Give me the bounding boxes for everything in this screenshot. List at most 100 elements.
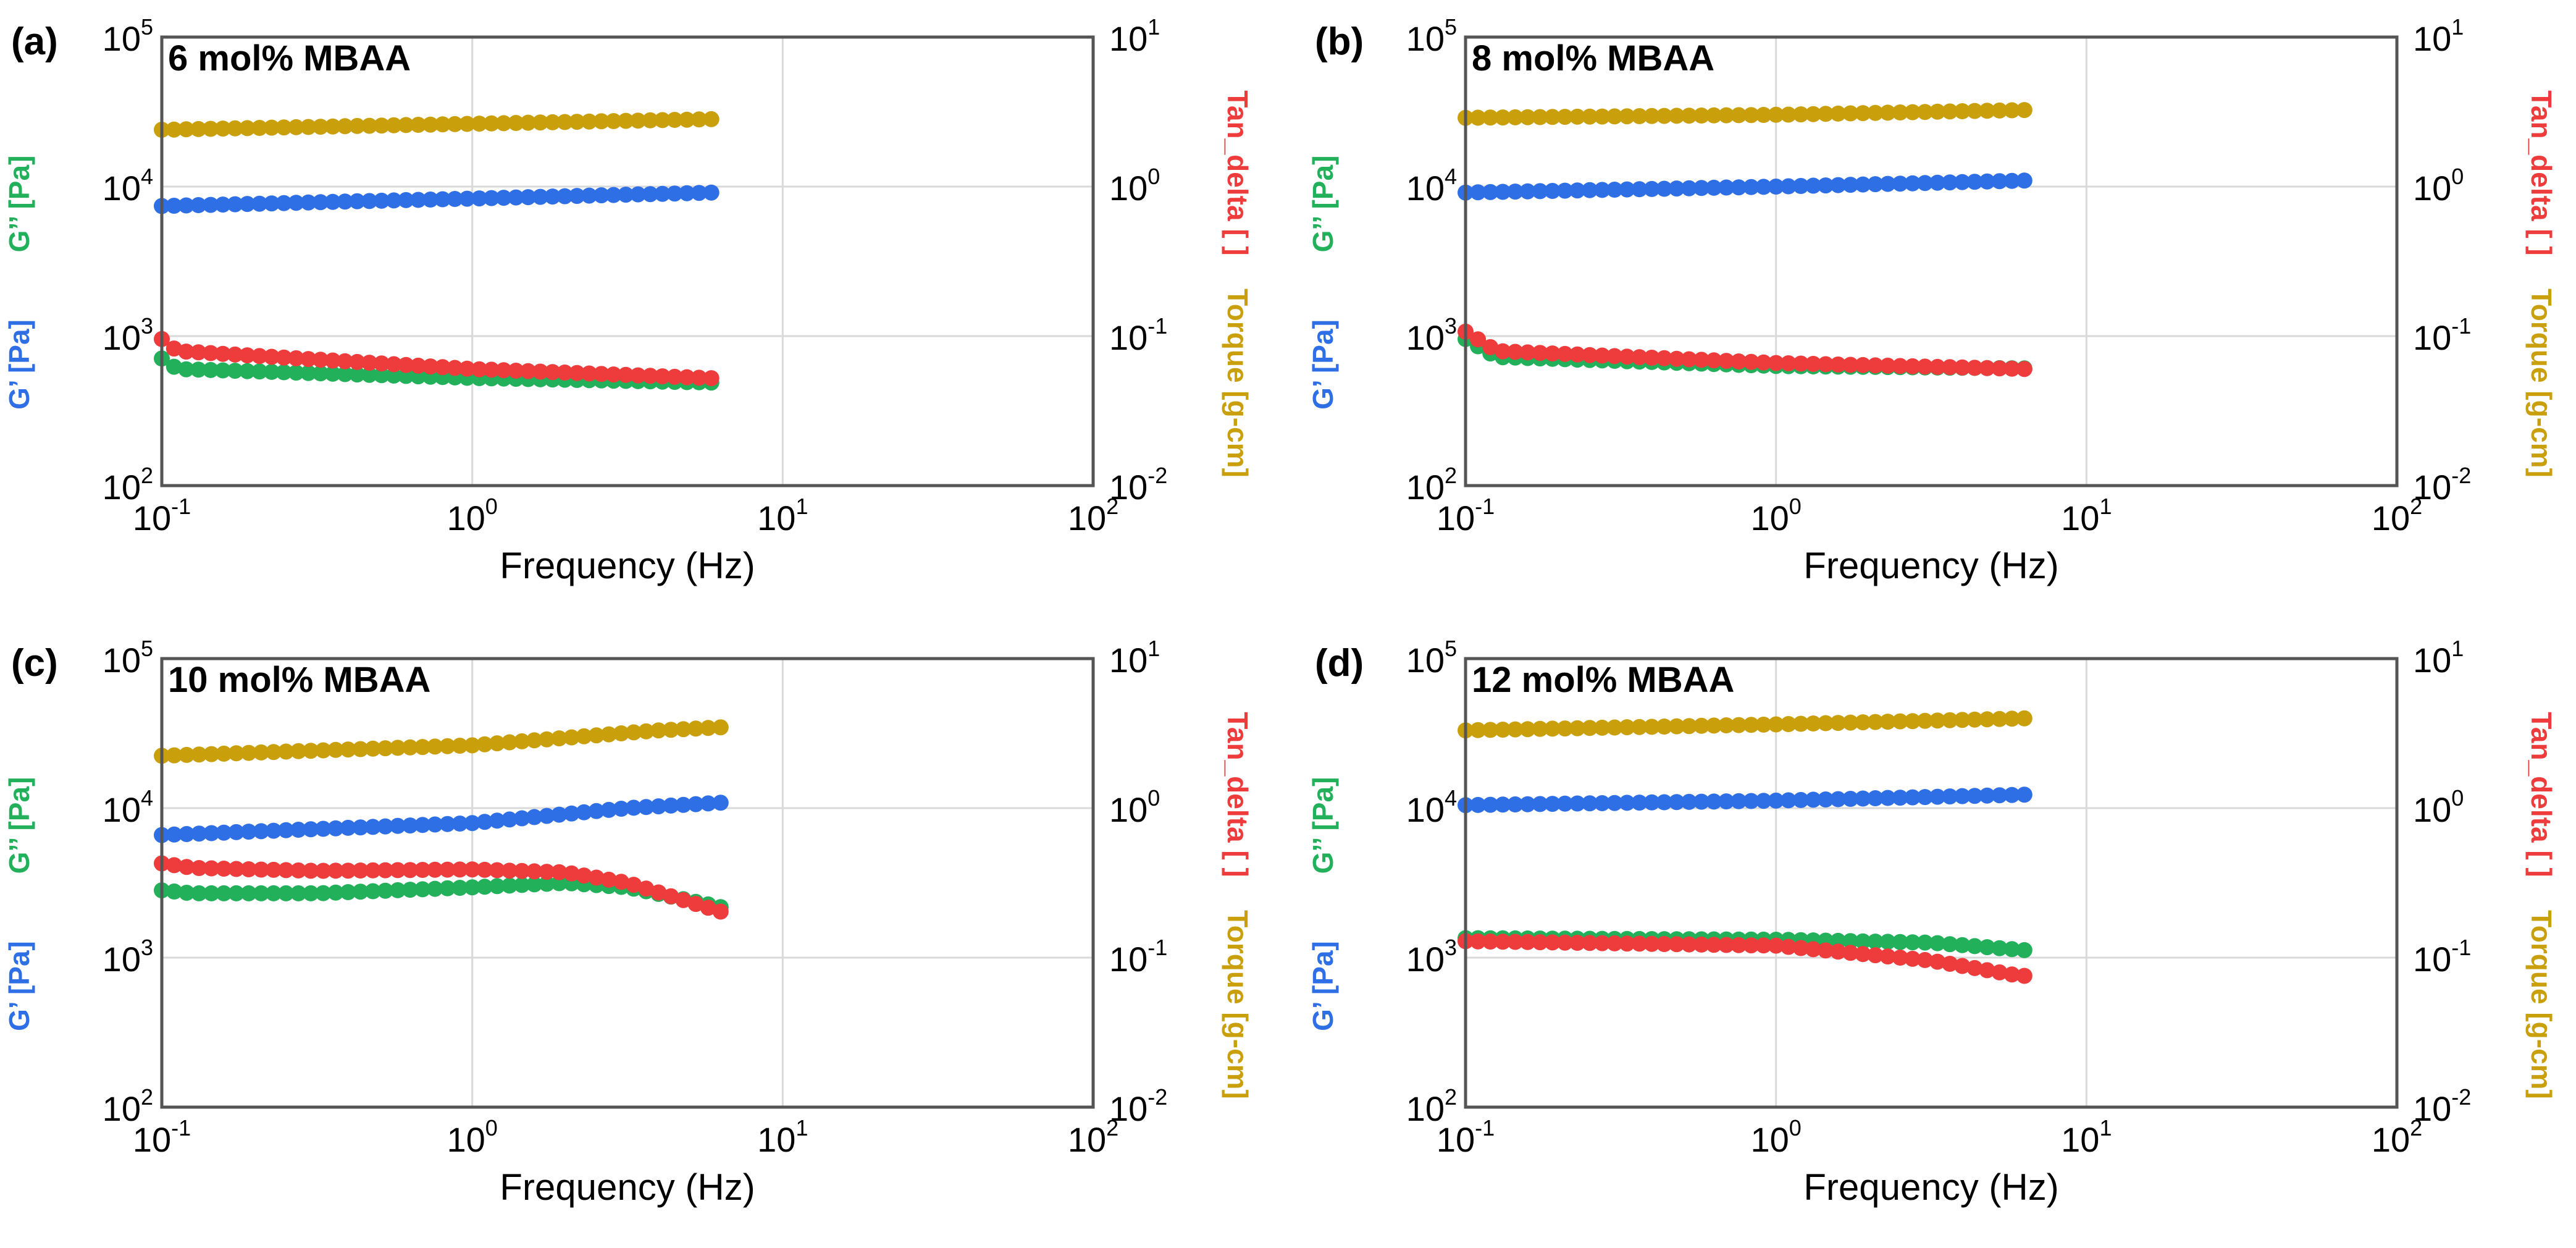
data-point [190, 361, 207, 378]
data-point [459, 360, 476, 377]
data-point [303, 862, 319, 879]
data-point [1470, 722, 1487, 738]
series-tan_delta [1458, 323, 2033, 377]
right-y-tick-label: 10-1 [2413, 313, 2471, 357]
data-point [1706, 793, 1722, 810]
data-point [2003, 786, 2020, 803]
data-point [1680, 180, 1697, 196]
data-point [1792, 355, 1809, 372]
data-point [1892, 175, 1908, 192]
data-point [337, 353, 353, 369]
data-point [1942, 359, 1958, 376]
data-point [600, 801, 617, 818]
data-point [1855, 356, 1871, 373]
data-point [687, 896, 704, 913]
data-point [1606, 795, 1623, 811]
data-point [605, 113, 622, 129]
left-axis-label: G’ [Pa] [1307, 941, 1339, 1031]
data-point [1507, 183, 1524, 200]
data-point [1805, 177, 1821, 194]
data-point [1656, 350, 1672, 366]
data-point [1495, 109, 1511, 126]
data-point [1855, 714, 1871, 731]
data-point [1879, 934, 1896, 950]
series-torque [154, 111, 720, 138]
right-y-tick-label: 100 [1109, 164, 1160, 208]
data-point [1507, 934, 1524, 950]
data-point [166, 826, 183, 843]
data-point [1792, 178, 1809, 194]
data-point [337, 193, 353, 210]
data-point [1495, 934, 1511, 950]
data-point [1991, 787, 2008, 804]
data-point [1643, 719, 1660, 735]
data-point [349, 353, 366, 370]
data-point [451, 738, 468, 754]
data-point [216, 861, 232, 877]
data-point [398, 117, 414, 133]
data-point [1818, 356, 1834, 373]
data-point [1693, 793, 1710, 810]
data-point [1991, 940, 2008, 956]
left-y-tick-label: 103 [103, 935, 153, 979]
data-point [1519, 721, 1536, 738]
data-point [1966, 103, 1983, 119]
data-point [1507, 721, 1524, 738]
data-point [690, 369, 707, 386]
x-tick-label: 100 [447, 494, 498, 538]
data-point [214, 196, 231, 213]
data-point [1731, 107, 1747, 124]
data-point [508, 363, 524, 379]
data-point [1656, 719, 1672, 735]
left-y-tick-label: 102 [1406, 463, 1457, 507]
data-point [654, 368, 671, 385]
left-axis-label: G’ [Pa] [3, 941, 35, 1031]
data-point [1556, 795, 1573, 812]
plot-frame [160, 35, 1095, 487]
data-point [275, 195, 292, 211]
data-point [1954, 937, 1971, 953]
data-point [324, 365, 341, 382]
data-point [520, 363, 537, 379]
data-point [618, 366, 634, 383]
panel-title: 12 mol% MBAA [1472, 660, 1734, 700]
data-point [340, 862, 356, 879]
data-point [464, 879, 480, 896]
data-point [556, 188, 573, 204]
data-point [1867, 104, 1884, 121]
data-point [1556, 109, 1573, 125]
data-point [239, 120, 256, 137]
data-point [539, 864, 555, 880]
data-point [327, 884, 344, 901]
data-point [1556, 720, 1573, 737]
data-point [563, 865, 580, 882]
data-point [556, 114, 573, 130]
data-point [1606, 348, 1623, 365]
series-torque [1458, 710, 2033, 739]
right-axis-label: Torque [g-cm] [1222, 910, 1254, 1099]
data-point [191, 885, 208, 901]
data-point [422, 116, 438, 133]
data-point [495, 115, 512, 132]
left-y-tick-label: 105 [1406, 636, 1457, 680]
data-point [1594, 347, 1611, 364]
data-point [251, 195, 268, 212]
data-point [1916, 712, 1933, 729]
data-point [514, 810, 531, 827]
data-point [650, 722, 667, 739]
data-point [1830, 105, 1847, 122]
left-axis-label: G’’ [Pa] [1307, 777, 1339, 874]
data-point [581, 113, 597, 130]
data-point [1916, 358, 1933, 375]
data-point [240, 744, 257, 761]
data-point [1768, 179, 1784, 195]
data-point [178, 121, 195, 138]
x-tick-label: 102 [1068, 1115, 1118, 1159]
data-point [1532, 109, 1548, 125]
right-axis-label: Tan_delta [ ] [2525, 712, 2557, 877]
data-point [1979, 962, 1995, 979]
data-point [1619, 348, 1635, 365]
data-point [216, 824, 232, 841]
data-point [327, 862, 344, 879]
data-point [315, 862, 332, 879]
